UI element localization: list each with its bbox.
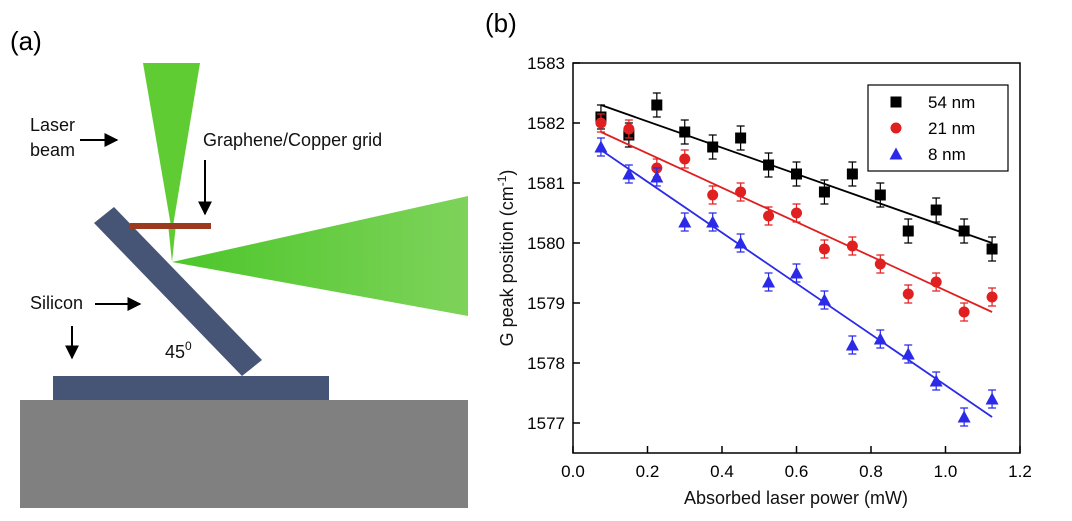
marker xyxy=(707,141,719,153)
fit-line xyxy=(600,149,993,418)
laser-label: beam xyxy=(30,140,75,160)
y-axis-label: G peak position (cm-1) xyxy=(495,170,517,347)
legend-label: 21 nm xyxy=(928,119,975,138)
marker xyxy=(901,347,915,360)
panel-label: (a) xyxy=(10,26,42,56)
x-tick-label: 1.2 xyxy=(1008,462,1032,481)
marker xyxy=(763,210,775,222)
x-tick-label: 0.0 xyxy=(561,462,585,481)
angle-label: 450 xyxy=(165,339,192,362)
marker xyxy=(958,306,970,318)
x-tick-label: 0.6 xyxy=(785,462,809,481)
marker xyxy=(651,99,663,111)
y-tick-label: 1580 xyxy=(527,234,565,253)
marker xyxy=(846,168,858,180)
marker xyxy=(762,275,776,288)
x-tick-label: 0.8 xyxy=(859,462,883,481)
marker xyxy=(763,159,775,171)
marker xyxy=(874,189,886,201)
grid-label: Graphene/Copper grid xyxy=(203,130,382,150)
substrate xyxy=(53,376,329,400)
y-tick-label: 1579 xyxy=(527,294,565,313)
marker xyxy=(817,293,831,306)
silicon-wafer xyxy=(94,207,262,376)
chart: (b) Absorbed laser power (mW) G peak pos… xyxy=(485,8,1032,508)
legend-marker xyxy=(890,122,902,134)
marker xyxy=(678,215,692,228)
legend-marker xyxy=(890,96,902,108)
x-tick-label: 1.0 xyxy=(934,462,958,481)
marker xyxy=(735,132,747,144)
marker xyxy=(818,243,830,255)
reflected-beam xyxy=(172,196,468,316)
marker xyxy=(929,374,943,387)
base-block xyxy=(20,400,468,508)
marker xyxy=(791,168,802,180)
x-tick-label: 0.4 xyxy=(710,462,734,481)
silicon-label: Silicon xyxy=(30,293,83,313)
marker xyxy=(902,288,914,300)
marker xyxy=(818,186,830,198)
marker xyxy=(845,338,859,351)
legend-label: 54 nm xyxy=(928,93,975,112)
legend-marker xyxy=(889,147,903,160)
y-tick-label: 1582 xyxy=(527,114,565,133)
marker xyxy=(790,266,803,279)
marker xyxy=(679,153,691,165)
marker xyxy=(846,240,858,252)
marker xyxy=(986,291,998,303)
marker xyxy=(902,225,914,237)
marker xyxy=(791,207,802,219)
marker xyxy=(873,332,887,345)
graphene-grid xyxy=(130,223,211,229)
y-tick-label: 1578 xyxy=(527,354,565,373)
legend-label: 8 nm xyxy=(928,145,966,164)
marker xyxy=(930,204,942,216)
marker xyxy=(650,170,664,183)
y-tick-label: 1577 xyxy=(527,414,565,433)
marker xyxy=(595,117,607,129)
marker xyxy=(622,167,636,180)
panel-label: (b) xyxy=(485,8,517,38)
laser-label: Laser xyxy=(30,115,75,135)
marker xyxy=(623,123,635,135)
marker xyxy=(930,276,942,288)
marker xyxy=(874,258,886,270)
marker xyxy=(707,189,719,201)
marker xyxy=(985,392,999,405)
y-tick-label: 1581 xyxy=(527,174,565,193)
x-axis-label: Absorbed laser power (mW) xyxy=(684,488,908,508)
marker xyxy=(594,140,608,153)
x-tick-label: 0.2 xyxy=(636,462,660,481)
y-tick-label: 1583 xyxy=(527,54,565,73)
marker xyxy=(735,186,747,198)
marker xyxy=(958,225,970,237)
marker xyxy=(679,126,691,138)
marker xyxy=(957,410,971,423)
laser-focus xyxy=(168,224,176,262)
marker xyxy=(734,236,748,249)
laser-beam xyxy=(143,63,200,232)
marker xyxy=(706,215,720,228)
marker xyxy=(986,243,998,255)
